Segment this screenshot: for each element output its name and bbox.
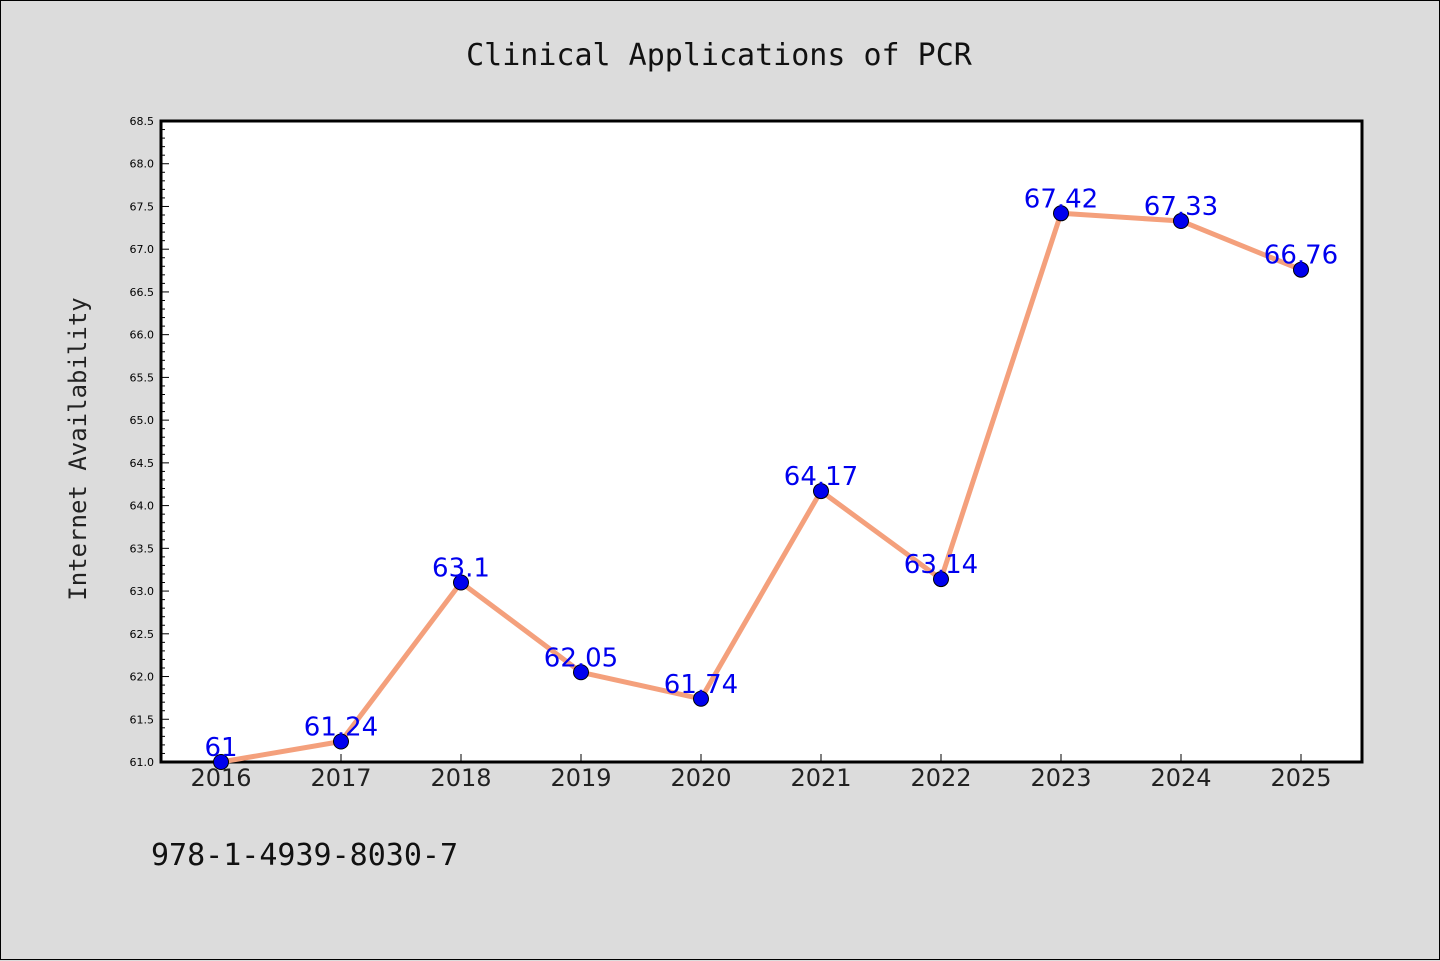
y-tick-label: 67.0 [130, 243, 155, 256]
x-tick-label: 2022 [910, 764, 971, 792]
data-label: 61 [204, 733, 237, 763]
footer-isbn: 978-1-4939-8030-7 [151, 838, 458, 873]
data-label: 67.42 [1024, 184, 1098, 214]
x-axis: 2016 2017 2018 2019 2020 2021 2022 2023 2024 2025 [190, 754, 1332, 792]
data-point [813, 483, 829, 500]
data-label: 64.17 [784, 462, 858, 492]
y-tick-label: 64.5 [130, 457, 155, 470]
data-point [1053, 205, 1069, 222]
y-tick-label: 65.5 [130, 371, 155, 384]
x-tick-label: 2019 [550, 764, 611, 792]
data-point [453, 574, 469, 591]
y-axis: 61.0 61.5 62.0 62.5 63.0 63.5 64.0 64.5 65.0 65.5… [130, 115, 169, 769]
x-tick-label: 2020 [670, 764, 731, 792]
x-tick-label: 2018 [430, 764, 491, 792]
data-point [213, 754, 229, 770]
data-point [693, 690, 709, 707]
series-layer: 61 61.24 63.1 62.05 61.74 64.17 63.14 67.42 67.3… [204, 184, 1338, 770]
y-tick-label: 62.0 [130, 671, 155, 684]
y-tick-label: 62.5 [130, 628, 155, 641]
y-tick-label: 65.0 [130, 414, 155, 427]
y-tick-label: 68.0 [130, 158, 155, 171]
y-tick-label: 63.0 [130, 585, 155, 598]
data-label: 62.05 [544, 643, 618, 673]
y-axis-label: Internet Availability [64, 297, 92, 600]
chart-title: Clinical Applications of PCR [466, 38, 973, 73]
data-label: 63.14 [904, 550, 978, 580]
x-tick-label: 2023 [1030, 764, 1091, 792]
data-label: 63.1 [432, 554, 490, 584]
y-tick-label: 61.5 [130, 713, 155, 726]
y-tick-label: 67.5 [130, 200, 155, 213]
x-tick-label: 2025 [1270, 764, 1331, 792]
y-tick-label: 66.0 [130, 329, 155, 342]
y-tick-label: 61.0 [130, 756, 155, 769]
x-tick-label: 2021 [790, 764, 851, 792]
data-label: 61.74 [664, 670, 738, 700]
y-tick-label: 66.5 [130, 286, 155, 299]
x-tick-label: 2017 [310, 764, 371, 792]
data-point [1293, 261, 1309, 278]
data-label: 67.33 [1144, 192, 1218, 222]
series-line [218, 210, 1304, 765]
data-point [1173, 212, 1189, 229]
y-tick-label: 64.0 [130, 500, 155, 513]
data-label: 66.76 [1264, 241, 1338, 271]
y-tick-label: 68.5 [130, 115, 155, 128]
data-point [573, 664, 589, 681]
data-label: 61.24 [304, 712, 378, 742]
y-tick-label: 63.5 [130, 542, 155, 555]
plot-area [159, 119, 1364, 764]
x-tick-label: 2024 [1150, 764, 1211, 792]
data-point [933, 571, 949, 588]
data-point [333, 733, 349, 750]
